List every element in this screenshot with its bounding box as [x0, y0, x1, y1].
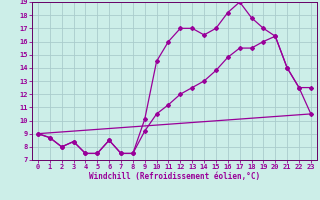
X-axis label: Windchill (Refroidissement éolien,°C): Windchill (Refroidissement éolien,°C): [89, 172, 260, 181]
